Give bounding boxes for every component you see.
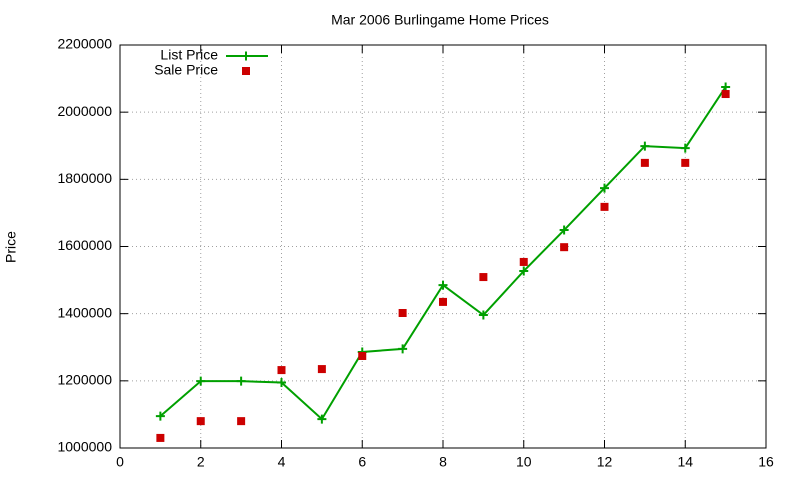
point (196, 376, 206, 386)
point (721, 90, 730, 99)
point (155, 411, 165, 421)
y-tick-label: 1200000 (57, 372, 112, 388)
point (236, 376, 246, 386)
x-tick-label: 12 (597, 454, 613, 470)
point (560, 243, 569, 252)
point (242, 67, 250, 75)
point (721, 82, 731, 92)
y-tick-label: 1400000 (57, 304, 112, 320)
y-tick-label: 1800000 (57, 170, 112, 186)
x-tick-label: 16 (758, 454, 774, 470)
point (600, 183, 609, 193)
x-tick-label: 2 (197, 454, 205, 470)
point (640, 158, 649, 167)
point (156, 433, 165, 442)
chart-title: Mar 2006 Burlingame Home Prices (331, 12, 549, 28)
y-tick-label: 1000000 (57, 439, 112, 455)
point (478, 310, 488, 320)
y-axis-label: Price (3, 231, 19, 263)
point (358, 351, 367, 360)
point (196, 417, 205, 426)
point (519, 257, 528, 266)
point (241, 51, 251, 61)
point (438, 280, 448, 290)
x-tick-label: 6 (358, 454, 366, 470)
point (559, 225, 569, 235)
point (277, 378, 286, 388)
legend-label: Sale Price (154, 62, 218, 78)
legend-label: List Price (160, 47, 218, 63)
point (398, 344, 408, 354)
x-tick-label: 0 (116, 454, 124, 470)
y-tick-label: 2200000 (57, 36, 112, 52)
point (479, 273, 488, 282)
x-tick-label: 4 (278, 454, 286, 470)
point (600, 202, 609, 211)
x-tick-label: 8 (439, 454, 447, 470)
plot-frame (119, 44, 767, 449)
point (681, 158, 690, 167)
point (519, 266, 529, 276)
point (237, 417, 246, 426)
x-tick-label: 14 (677, 454, 693, 470)
y-tick-label: 1600000 (57, 237, 112, 253)
point (317, 414, 327, 424)
point (398, 308, 407, 317)
point (277, 366, 286, 375)
point (317, 365, 326, 374)
y-tick-label: 2000000 (57, 103, 112, 119)
point (439, 297, 447, 306)
x-tick-label: 10 (516, 454, 532, 470)
point (680, 143, 690, 153)
point (640, 141, 650, 151)
